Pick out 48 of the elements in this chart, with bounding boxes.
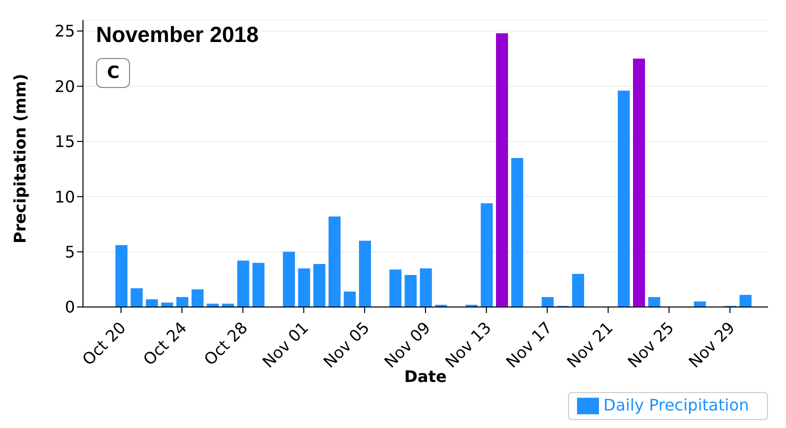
bar xyxy=(115,245,128,307)
bar xyxy=(130,288,143,307)
legend-label: Daily Precipitation xyxy=(603,395,749,414)
y-tick-label: 10 xyxy=(54,187,75,206)
bar xyxy=(496,33,508,307)
y-tick-label: 20 xyxy=(54,76,75,96)
bar xyxy=(206,304,219,307)
bar xyxy=(389,269,402,307)
bar xyxy=(618,90,630,307)
x-tick-label: Nov 25 xyxy=(624,318,678,372)
bar xyxy=(542,297,554,307)
bar xyxy=(161,302,174,307)
bar xyxy=(648,297,660,307)
x-tick-label: Oct 20 xyxy=(78,318,130,370)
bar xyxy=(420,268,432,307)
bar xyxy=(740,294,752,307)
bar xyxy=(222,304,234,307)
x-tick-label: Nov 01 xyxy=(258,318,312,372)
x-tick-label: Oct 24 xyxy=(139,318,190,370)
y-tick-label: 5 xyxy=(64,242,75,262)
bar xyxy=(176,297,188,307)
bar xyxy=(404,274,417,307)
bar xyxy=(480,203,493,307)
bar xyxy=(237,260,250,307)
x-tick-label: Oct 28 xyxy=(200,318,252,370)
y-tick-label: 25 xyxy=(54,22,75,41)
y-tick-label: 0 xyxy=(64,298,75,317)
bar xyxy=(344,292,356,307)
x-tick-label: Nov 21 xyxy=(563,318,617,372)
bar xyxy=(313,264,326,307)
bar xyxy=(359,240,371,307)
bar xyxy=(252,262,264,307)
bar xyxy=(511,158,524,307)
x-tick-label: Nov 17 xyxy=(502,318,556,372)
bar xyxy=(328,216,341,307)
bar xyxy=(298,268,310,307)
x-tick-label: Nov 29 xyxy=(684,318,738,372)
chart-title: November 2018 xyxy=(96,22,259,48)
y-axis-title: Precipitation (mm) xyxy=(10,74,30,244)
bar xyxy=(282,252,295,307)
bar xyxy=(633,58,645,307)
bar xyxy=(694,301,706,307)
x-tick-label: Nov 05 xyxy=(320,318,374,372)
y-tick-label: 15 xyxy=(54,132,75,152)
bar xyxy=(146,299,158,307)
bar xyxy=(192,289,204,307)
annotation: C xyxy=(96,58,130,88)
bar xyxy=(572,274,584,307)
